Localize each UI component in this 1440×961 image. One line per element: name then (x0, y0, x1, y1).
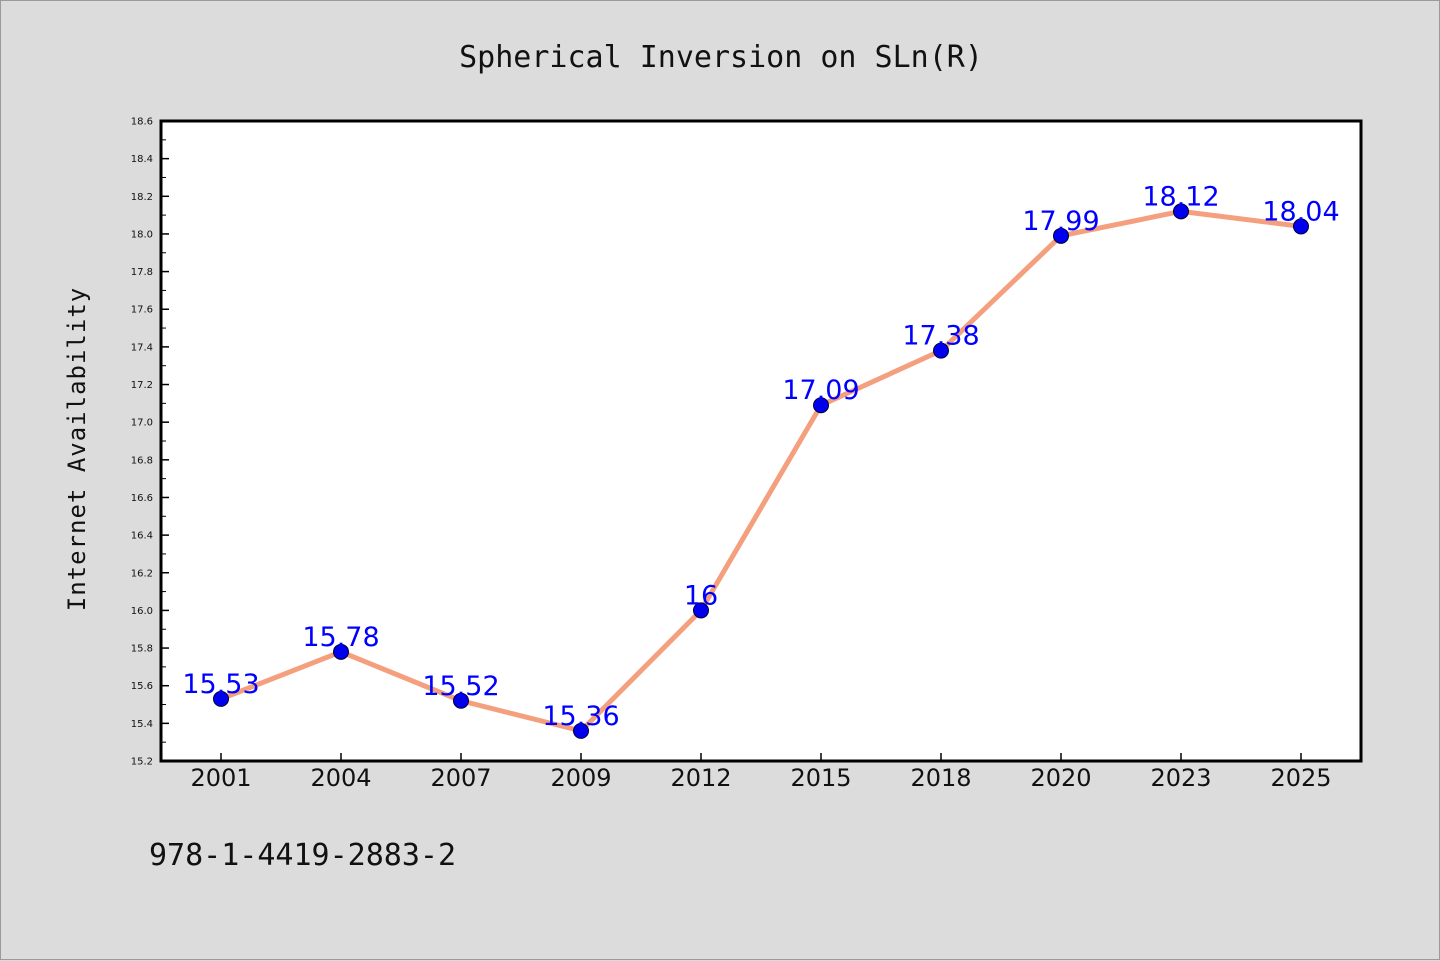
y-tick-label: 17.4 (131, 342, 153, 353)
data-label: 18.04 (1262, 196, 1339, 227)
series-line-layer (218, 208, 1304, 734)
plot-area (159, 119, 1363, 763)
y-tick-label: 15.6 (131, 681, 153, 692)
data-label: 15.53 (182, 669, 259, 700)
data-label: 16 (684, 580, 718, 611)
y-tick-label: 16.2 (131, 568, 153, 579)
y-tick-label: 16.6 (131, 493, 153, 504)
data-label: 15.36 (542, 701, 619, 732)
x-tick-label: 2020 (1030, 764, 1091, 792)
y-tick-label: 18.6 (131, 117, 153, 128)
y-tick-label: 17.6 (131, 305, 153, 316)
y-tick-label: 15.2 (131, 757, 153, 768)
isbn-footer: 978-1-4419-2883-2 (149, 838, 456, 873)
data-point (213, 690, 229, 707)
data-point (1293, 218, 1309, 235)
data-label-layer: 15.53 15.78 15.52 15.36 16 17.09 17.38 17.99 18.… (182, 181, 1339, 732)
y-tick-label: 15.4 (131, 719, 153, 730)
series-line (218, 208, 1304, 734)
chart-title: Spherical Inversion on SLn(R) (459, 40, 983, 75)
x-tick-label: 2001 (190, 764, 251, 792)
y-tick-label: 17.0 (131, 418, 153, 429)
y-axis-ticks: 15.2 15.4 15.6 15.8 16.0 16.2 16.4 16.6 16.8 17.0… (131, 117, 169, 768)
data-label: 17.09 (782, 375, 859, 406)
data-point (693, 602, 709, 619)
y-tick-label: 18.2 (131, 192, 153, 203)
y-tick-label: 16.4 (131, 531, 153, 542)
x-tick-label: 2012 (670, 764, 731, 792)
x-tick-label: 2004 (310, 764, 371, 792)
x-tick-label: 2009 (550, 764, 611, 792)
data-point (333, 643, 349, 660)
x-axis-ticks: 2001 2004 2007 2009 2012 2015 2018 2020 2023 2025 (190, 753, 1332, 792)
data-point (1173, 203, 1189, 220)
y-tick-label: 17.8 (131, 267, 153, 278)
y-tick-label: 16.0 (131, 606, 153, 617)
x-tick-label: 2007 (430, 764, 491, 792)
data-label: 15.52 (422, 671, 499, 702)
marker-layer (213, 203, 1309, 739)
x-tick-label: 2025 (1270, 764, 1331, 792)
data-label: 17.99 (1022, 206, 1099, 237)
data-point (573, 722, 589, 739)
x-tick-label: 2015 (790, 764, 851, 792)
data-label: 18.12 (1142, 181, 1219, 212)
y-tick-label: 18.4 (131, 154, 153, 165)
y-axis-label: Internet Availability (63, 287, 91, 611)
y-tick-label: 18.0 (131, 229, 153, 240)
data-point (453, 692, 469, 709)
data-point (933, 342, 949, 359)
x-tick-label: 2018 (910, 764, 971, 792)
y-tick-label: 17.2 (131, 380, 153, 391)
y-tick-label: 16.8 (131, 455, 153, 466)
data-point (813, 397, 829, 414)
y-tick-label: 15.8 (131, 644, 153, 655)
data-label: 17.38 (902, 321, 979, 352)
data-label: 15.78 (302, 622, 379, 653)
data-point (1053, 227, 1069, 244)
x-tick-label: 2023 (1150, 764, 1211, 792)
